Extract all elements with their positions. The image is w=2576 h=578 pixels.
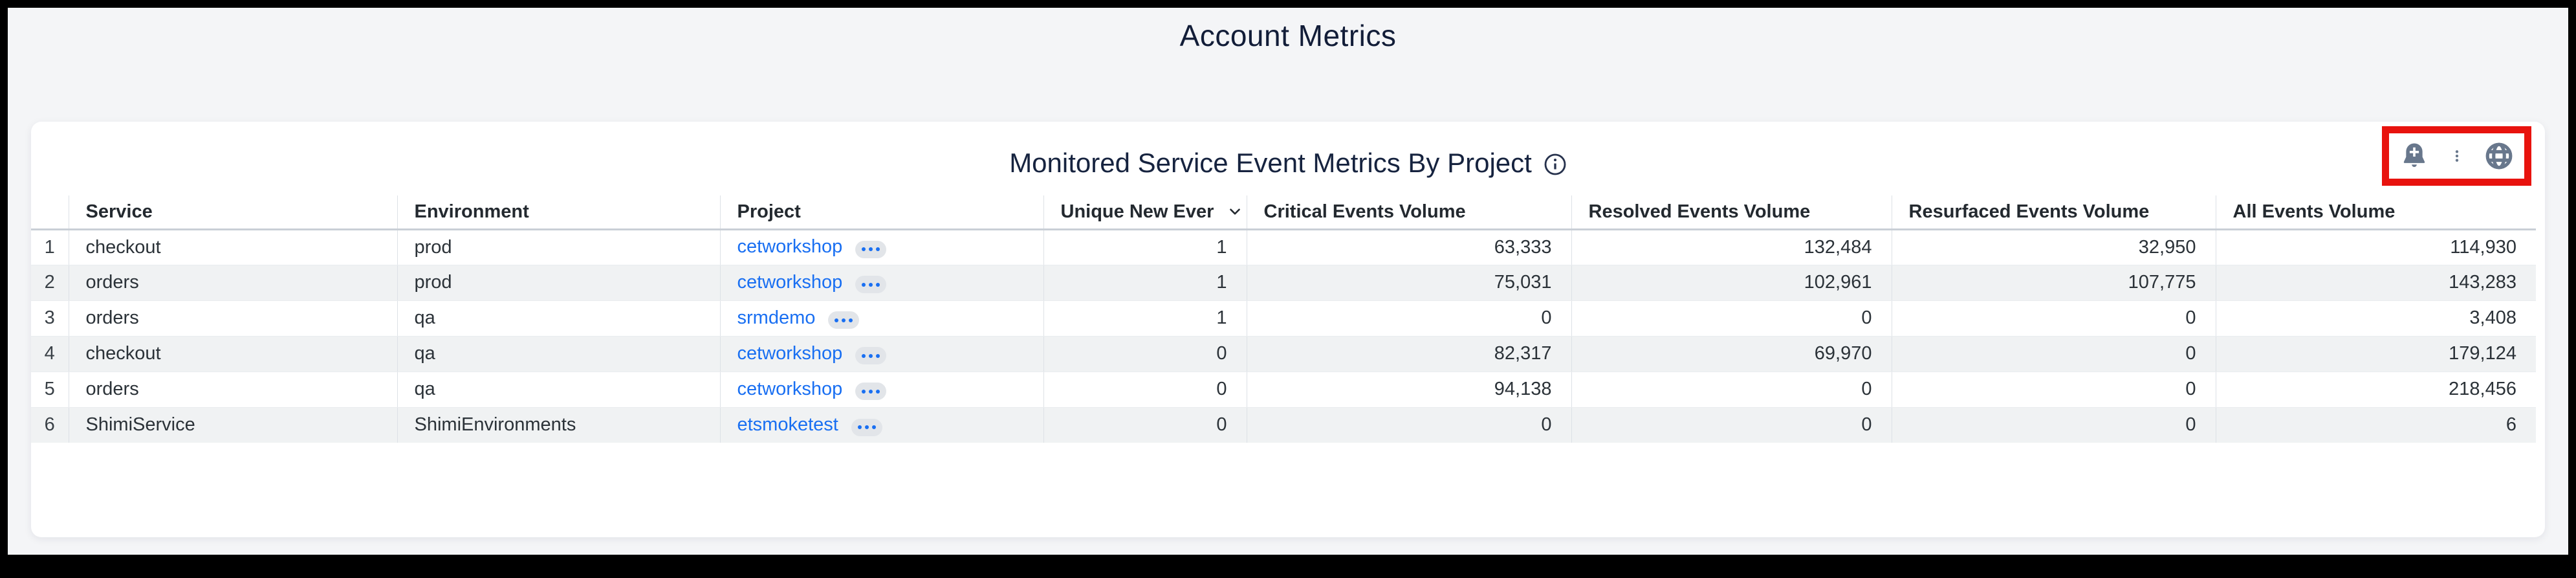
- add-alert-button[interactable]: [2399, 141, 2429, 171]
- resolved-cell: 0: [1571, 372, 1892, 408]
- project-link[interactable]: cetworkshop: [737, 271, 843, 293]
- environment-cell: prod: [397, 229, 720, 265]
- sort-desc-chevron-icon: [1230, 208, 1241, 215]
- bell-plus-icon: [2403, 143, 2425, 168]
- resolved-cell: 0: [1571, 300, 1892, 337]
- page-title: Account Metrics: [1179, 19, 1397, 52]
- all-events-cell: 218,456: [2215, 372, 2536, 408]
- project-more-pill[interactable]: [855, 276, 887, 294]
- row-index: 4: [31, 336, 69, 372]
- all-events-cell: 179,124: [2215, 336, 2536, 372]
- service-cell: checkout: [68, 336, 397, 372]
- project-more-pill[interactable]: [851, 418, 882, 436]
- col-header-unique-new[interactable]: Unique New Ever: [1043, 195, 1247, 230]
- unique-new-cell: 0: [1043, 407, 1247, 443]
- unique-new-cell: 1: [1043, 229, 1247, 265]
- environment-cell: prod: [397, 265, 720, 301]
- environment-cell: qa: [397, 336, 720, 372]
- table-row: 3 orders qa srmdemo 1 0 0 0 3,408: [31, 300, 2536, 337]
- table-row: 1 checkout prod cetworkshop 1 63,333 132…: [31, 229, 2536, 265]
- project-link[interactable]: srmdemo: [737, 307, 816, 328]
- panel-title: Monitored Service Event Metrics By Proje…: [1009, 148, 1532, 178]
- header-row: Service Environment Project Unique New E…: [31, 195, 2536, 230]
- all-events-cell: 6: [2215, 407, 2536, 443]
- project-cell: cetworkshop: [719, 372, 1043, 408]
- col-header-service[interactable]: Service: [68, 195, 397, 230]
- all-events-cell: 143,283: [2215, 265, 2536, 301]
- globe-icon: [2485, 142, 2513, 170]
- table-row: 4 checkout qa cetworkshop 0 82,317 69,97…: [31, 336, 2536, 372]
- project-more-pill[interactable]: [855, 383, 887, 401]
- resurfaced-cell: 0: [1891, 336, 2216, 372]
- critical-cell: 75,031: [1246, 265, 1571, 301]
- metrics-table: Service Environment Project Unique New E…: [31, 195, 2536, 443]
- critical-cell: 63,333: [1246, 229, 1571, 265]
- project-more-pill[interactable]: [855, 347, 887, 365]
- critical-cell: 0: [1246, 300, 1571, 337]
- project-more-pill[interactable]: [855, 240, 887, 258]
- service-cell: orders: [68, 372, 397, 408]
- project-cell: cetworkshop: [719, 229, 1043, 265]
- resurfaced-cell: 0: [1891, 372, 2216, 408]
- panel-title-row: Monitored Service Event Metrics By Proje…: [31, 148, 2545, 179]
- col-header-environment[interactable]: Environment: [397, 195, 720, 230]
- dashboard-page: Account Metrics Monitored Service Event …: [8, 8, 2568, 555]
- row-index: 5: [31, 372, 69, 408]
- table-row: 2 orders prod cetworkshop 1 75,031 102,9…: [31, 265, 2536, 301]
- table-row: 5 orders qa cetworkshop 0 94,138 0 0 218…: [31, 372, 2536, 408]
- unique-new-cell: 1: [1043, 300, 1247, 337]
- panel-menu-button[interactable]: [2450, 141, 2463, 171]
- project-link[interactable]: cetworkshop: [737, 236, 843, 258]
- resurfaced-cell: 32,950: [1891, 229, 2216, 265]
- row-index: 2: [31, 265, 69, 301]
- all-events-cell: 3,408: [2215, 300, 2536, 337]
- row-index: 6: [44, 414, 55, 436]
- environment-cell: qa: [397, 372, 720, 408]
- environment-cell: ShimiEnvironments: [397, 407, 720, 443]
- environment-cell: qa: [397, 300, 720, 337]
- row-index: 3: [31, 300, 69, 337]
- kebab-menu-icon: [2455, 150, 2458, 162]
- service-cell: orders: [68, 300, 397, 337]
- col-header-index: [31, 195, 69, 230]
- annotation-highlight-box: [2382, 126, 2531, 186]
- resolved-cell: 69,970: [1571, 336, 1892, 372]
- project-link[interactable]: etsmoketest: [737, 414, 838, 435]
- unique-new-cell: 0: [1043, 336, 1247, 372]
- metrics-panel: Monitored Service Event Metrics By Proje…: [31, 122, 2545, 537]
- project-cell: etsmoketest: [719, 407, 1043, 443]
- service-cell: orders: [68, 265, 397, 301]
- project-cell: cetworkshop: [719, 265, 1043, 301]
- project-link[interactable]: cetworkshop: [737, 342, 843, 364]
- critical-cell: 0: [1246, 407, 1571, 443]
- globe-button[interactable]: [2484, 141, 2514, 171]
- all-events-cell: 114,930: [2215, 229, 2536, 265]
- col-header-critical[interactable]: Critical Events Volume: [1246, 195, 1571, 230]
- col-header-resurfaced[interactable]: Resurfaced Events Volume: [1891, 195, 2216, 230]
- unique-new-cell: 0: [1043, 372, 1247, 408]
- resurfaced-cell: 107,775: [1891, 265, 2216, 301]
- resolved-cell: 132,484: [1571, 229, 1892, 265]
- resolved-cell: 102,961: [1571, 265, 1892, 301]
- col-header-project[interactable]: Project: [719, 195, 1043, 230]
- table-row: 6 ShimiService ShimiEnvironments etsmoke…: [31, 407, 2536, 443]
- service-cell: ShimiService: [68, 407, 397, 443]
- project-link[interactable]: cetworkshop: [737, 378, 843, 399]
- info-icon[interactable]: [1544, 153, 1567, 176]
- service-cell: checkout: [68, 229, 397, 265]
- unique-new-cell: 1: [1043, 265, 1247, 301]
- project-cell: cetworkshop: [719, 336, 1043, 372]
- row-index: 1: [31, 229, 69, 265]
- project-cell: srmdemo: [719, 300, 1043, 337]
- project-more-pill[interactable]: [828, 311, 860, 329]
- col-header-all[interactable]: All Events Volume: [2215, 195, 2536, 230]
- critical-cell: 82,317: [1246, 336, 1571, 372]
- resurfaced-cell: 0: [1891, 407, 2216, 443]
- col-header-unique-new-label: Unique New Ever: [1060, 201, 1214, 222]
- resolved-cell: 0: [1571, 407, 1892, 443]
- resurfaced-cell: 0: [1891, 300, 2216, 337]
- critical-cell: 94,138: [1246, 372, 1571, 408]
- col-header-resolved[interactable]: Resolved Events Volume: [1571, 195, 1892, 230]
